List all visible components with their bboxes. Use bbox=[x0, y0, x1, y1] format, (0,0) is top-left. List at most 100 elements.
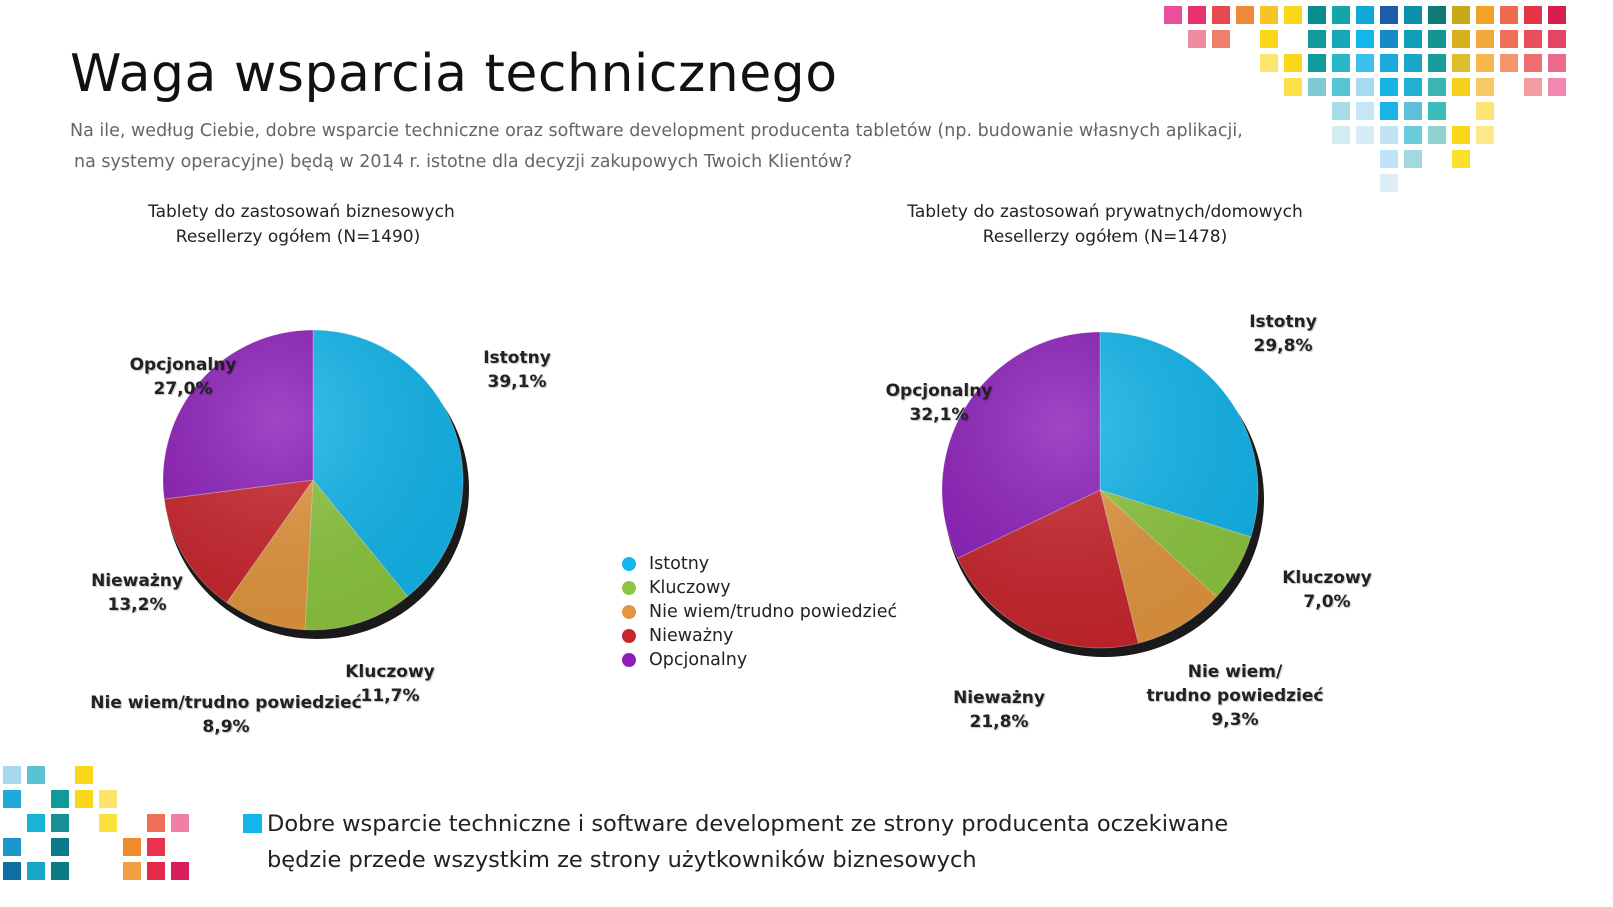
legend-swatch bbox=[622, 605, 636, 619]
legend-item-kluczowy: Kluczowy bbox=[622, 576, 897, 600]
mosaic-tile bbox=[1356, 54, 1374, 72]
mosaic-tile bbox=[147, 862, 165, 880]
mosaic-tile bbox=[123, 862, 141, 880]
label-business-opcjonalny: Opcjonalny 27,0% bbox=[130, 353, 237, 401]
mosaic-tile bbox=[1404, 30, 1422, 48]
mosaic-tile bbox=[27, 814, 45, 832]
mosaic-tile bbox=[1380, 6, 1398, 24]
mosaic-tile bbox=[1428, 78, 1446, 96]
legend-swatch bbox=[622, 557, 636, 571]
mosaic-tile bbox=[51, 862, 69, 880]
legend-label: Nie wiem/trudno powiedzieć bbox=[649, 602, 898, 622]
mosaic-tile bbox=[3, 838, 21, 856]
mosaic-tile bbox=[1452, 54, 1470, 72]
mosaic-tile bbox=[27, 862, 45, 880]
label-home-niewazny: Nieważny 21,8% bbox=[953, 686, 1045, 734]
pie-highlight bbox=[163, 330, 463, 630]
label-name: Nieważny bbox=[91, 571, 183, 591]
mosaic-tile bbox=[1452, 150, 1470, 168]
mosaic-tile bbox=[1500, 54, 1518, 72]
legend-swatch bbox=[622, 653, 636, 667]
mosaic-tile bbox=[1308, 30, 1326, 48]
footer-line-1: Dobre wsparcie techniczne i software dev… bbox=[267, 811, 1229, 837]
subtitle-line-1: Na ile, według Ciebie, dobre wsparcie te… bbox=[70, 121, 1243, 141]
legend-label: Nieważny bbox=[649, 626, 734, 646]
label-value: 9,3% bbox=[1211, 710, 1259, 730]
mosaic-tile bbox=[1260, 6, 1278, 24]
mosaic-tile bbox=[1548, 30, 1566, 48]
label-business-nie-wiem: Nie wiem/trudno powiedzieć 8,9% bbox=[90, 691, 361, 739]
mosaic-tile bbox=[1380, 54, 1398, 72]
mosaic-tile bbox=[1332, 126, 1350, 144]
label-home-kluczowy: Kluczowy 7,0% bbox=[1282, 566, 1372, 614]
mosaic-tile bbox=[1428, 126, 1446, 144]
label-value: 11,7% bbox=[360, 686, 420, 706]
mosaic-tile bbox=[1476, 30, 1494, 48]
mosaic-tile bbox=[1356, 126, 1374, 144]
decorative-mosaic-bottom-left bbox=[0, 764, 220, 894]
legend-swatch bbox=[622, 581, 636, 595]
mosaic-tile bbox=[1428, 54, 1446, 72]
label-value: 13,2% bbox=[107, 595, 167, 615]
chart-business-title: Tablety do zastosowań biznesowych bbox=[148, 202, 455, 222]
mosaic-tile bbox=[1404, 54, 1422, 72]
mosaic-tile bbox=[1332, 78, 1350, 96]
label-name: Opcjonalny bbox=[129, 355, 237, 375]
legend-item-nie-wiem: Nie wiem/trudno powiedzieć bbox=[622, 600, 897, 624]
label-value: 39,1% bbox=[487, 372, 547, 392]
mosaic-tile bbox=[1404, 102, 1422, 120]
mosaic-tile bbox=[1380, 174, 1398, 192]
chart-business-header: Tablety do zastosowań biznesowych Resell… bbox=[148, 200, 455, 250]
mosaic-tile bbox=[1188, 30, 1206, 48]
mosaic-tile bbox=[1428, 30, 1446, 48]
chart-home-sample: Resellerzy ogółem (N=1478) bbox=[982, 227, 1228, 247]
subtitle-line-2: na systemy operacyjne) będą w 2014 r. is… bbox=[74, 152, 853, 172]
mosaic-tile bbox=[51, 790, 69, 808]
page-title: Waga wsparcia technicznego bbox=[70, 44, 838, 104]
chart-home-header: Tablety do zastosowań prywatnych/domowyc… bbox=[905, 200, 1305, 250]
mosaic-tile bbox=[1332, 54, 1350, 72]
label-business-kluczowy: Kluczowy 11,7% bbox=[345, 660, 435, 708]
label-name: Kluczowy bbox=[1282, 568, 1372, 588]
label-name: Nieważny bbox=[953, 688, 1045, 708]
legend-label: Kluczowy bbox=[649, 578, 731, 598]
mosaic-tile bbox=[1428, 102, 1446, 120]
label-value: 8,9% bbox=[202, 717, 250, 737]
mosaic-tile bbox=[1452, 30, 1470, 48]
mosaic-tile bbox=[1548, 78, 1566, 96]
mosaic-tile bbox=[1524, 78, 1542, 96]
pie-chart-home bbox=[941, 331, 1264, 657]
legend-item-niewazny: Nieważny bbox=[622, 624, 897, 648]
label-name: Opcjonalny bbox=[885, 381, 993, 401]
label-home-nie-wiem: Nie wiem/ trudno powiedzieć 9,3% bbox=[1147, 660, 1324, 732]
label-name: Nie wiem/trudno powiedzieć bbox=[90, 693, 362, 713]
mosaic-tile bbox=[1212, 30, 1230, 48]
label-value: 7,0% bbox=[1303, 592, 1351, 612]
mosaic-tile bbox=[171, 814, 189, 832]
mosaic-tile bbox=[1284, 6, 1302, 24]
mosaic-tile bbox=[1356, 6, 1374, 24]
mosaic-tile bbox=[1332, 30, 1350, 48]
mosaic-tile bbox=[1260, 30, 1278, 48]
mosaic-tile bbox=[1452, 6, 1470, 24]
mosaic-tile bbox=[1308, 6, 1326, 24]
mosaic-tile bbox=[1476, 78, 1494, 96]
label-business-niewazny: Nieważny 13,2% bbox=[91, 569, 183, 617]
footer-line-2: będzie przede wszystkim ze strony użytko… bbox=[267, 847, 977, 873]
mosaic-tile bbox=[1380, 30, 1398, 48]
label-business-istotny: Istotny 39,1% bbox=[483, 346, 551, 394]
mosaic-tile bbox=[1308, 78, 1326, 96]
legend-swatch bbox=[622, 629, 636, 643]
mosaic-tile bbox=[1548, 54, 1566, 72]
mosaic-tile bbox=[1356, 78, 1374, 96]
mosaic-tile bbox=[171, 862, 189, 880]
mosaic-tile bbox=[75, 790, 93, 808]
label-value: 21,8% bbox=[969, 712, 1029, 732]
legend-label: Istotny bbox=[649, 554, 710, 574]
mosaic-tile bbox=[1332, 6, 1350, 24]
mosaic-tile bbox=[1524, 30, 1542, 48]
mosaic-tile bbox=[1260, 54, 1278, 72]
chart-business-sample: Resellerzy ogółem (N=1490) bbox=[175, 227, 421, 247]
mosaic-tile bbox=[1380, 102, 1398, 120]
footer-conclusion: Dobre wsparcie techniczne i software dev… bbox=[243, 806, 1228, 878]
